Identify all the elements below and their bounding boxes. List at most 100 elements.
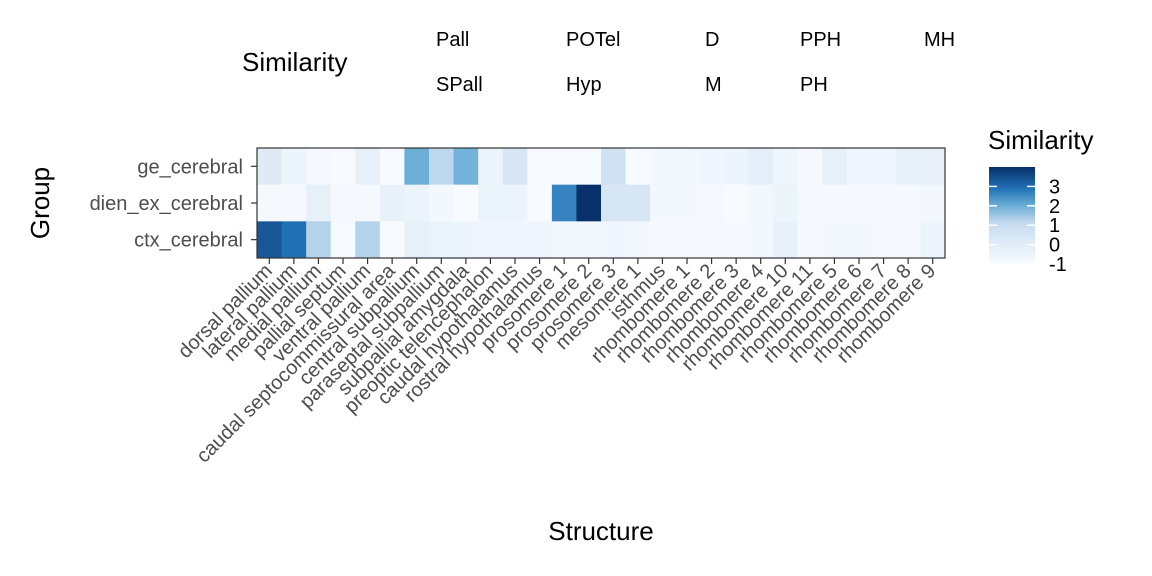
heatmap-cell [674, 148, 700, 186]
heatmap-cell [306, 221, 332, 259]
heatmap-cell [699, 221, 725, 259]
colorbar-tick-label: 3 [1049, 176, 1060, 198]
heatmap-cell [404, 148, 430, 186]
heatmap-cell [404, 221, 430, 259]
heatmap-cell [576, 184, 602, 222]
heatmap-cell [404, 184, 430, 222]
legend-label-hyp: Hyp [566, 74, 602, 96]
heatmap-cell [650, 221, 676, 259]
heatmap-cell [453, 184, 479, 222]
legend-label-spall: SPall [436, 74, 483, 96]
heatmap-cell [257, 148, 282, 186]
heatmap-cell [895, 148, 921, 186]
heatmap-cell [895, 184, 921, 222]
heatmap-cell [453, 148, 479, 186]
heatmap-cell [871, 148, 897, 186]
heatmap-cell [478, 148, 504, 186]
heatmap-cell [797, 184, 823, 222]
heatmap-cell [797, 148, 823, 186]
heatmap-cell [527, 148, 553, 186]
y-axis-ticks: ge_cerebral dien_ex_cerebral ctx_cerebral [90, 156, 257, 252]
heatmap-cell [281, 221, 307, 259]
heatmap-cell [502, 184, 528, 222]
heatmap-cell [699, 184, 725, 222]
heatmap-cell [650, 184, 676, 222]
heatmap-cell [306, 148, 332, 186]
heatmap-cell [920, 184, 946, 222]
heatmap-cell [601, 221, 626, 259]
heatmap-cell [502, 148, 528, 186]
heatmap-cell [257, 184, 282, 222]
heatmap-cell [650, 148, 676, 186]
legend-label-potel: POTel [566, 29, 620, 51]
heatmap-cell [797, 221, 823, 259]
y-tick-label: ge_cerebral [137, 156, 243, 178]
heatmap-cells [257, 148, 946, 259]
heatmap-cell [773, 148, 798, 186]
heatmap-cell [551, 184, 577, 222]
heatmap-cell [699, 148, 725, 186]
heatmap-cell [674, 221, 700, 259]
heatmap-cell [822, 184, 848, 222]
y-tick-label: ctx_cerebral [134, 230, 243, 252]
heatmap-cell [625, 184, 651, 222]
heatmap-cell [846, 184, 872, 222]
heatmap-cell [355, 221, 381, 259]
colorbar-title: Similarity [988, 125, 1093, 155]
heatmap-cell [748, 184, 774, 222]
heatmap-cell [281, 184, 307, 222]
heatmap-cell [846, 221, 872, 259]
heatmap-cell [625, 221, 651, 259]
y-tick-label: dien_ex_cerebral [90, 193, 243, 215]
heatmap-cell [822, 221, 848, 259]
heatmap-cell [846, 148, 872, 186]
x-axis-title: Structure [548, 516, 654, 546]
heatmap-cell [453, 221, 479, 259]
heatmap-cell [551, 148, 577, 186]
legend-label-m: M [705, 74, 722, 96]
heatmap-cell [429, 148, 454, 186]
heatmap-cell [527, 184, 553, 222]
heatmap-cell [306, 184, 332, 222]
colorbar-tick-label: -1 [1049, 254, 1067, 276]
heatmap-cell [601, 148, 626, 186]
heatmap-cell [355, 148, 381, 186]
colorbar-tick-label: 0 [1049, 235, 1060, 257]
heatmap-cell [576, 148, 602, 186]
top-legend-title: Similarity [242, 47, 347, 77]
heatmap-cell [920, 148, 946, 186]
heatmap-cell [601, 184, 626, 222]
heatmap-cell [330, 221, 356, 259]
heatmap-cell [429, 221, 454, 259]
heatmap-cell [379, 148, 405, 186]
heatmap-cell [625, 148, 651, 186]
heatmap-cell [379, 221, 405, 259]
y-axis-title: Group [25, 167, 55, 239]
heatmap-cell [257, 221, 282, 259]
heatmap-cell [551, 221, 577, 259]
legend-label-mh: MH [924, 29, 955, 51]
heatmap-cell [429, 184, 454, 222]
colorbar-tick-label: 1 [1049, 215, 1060, 237]
legend-label-d: D [705, 29, 719, 51]
heatmap-cell [871, 221, 897, 259]
heatmap-cell [355, 184, 381, 222]
heatmap-cell [895, 221, 921, 259]
heatmap-cell [502, 221, 528, 259]
heatmap-cell [379, 184, 405, 222]
heatmap-cell [478, 221, 504, 259]
heatmap-cell [773, 221, 798, 259]
heatmap-cell [281, 148, 307, 186]
top-legend: Similarity Pall POTel D PPH MH SPall Hyp… [242, 29, 955, 96]
heatmap-cell [527, 221, 553, 259]
legend-label-pph: PPH [800, 29, 841, 51]
heatmap-cell [330, 184, 356, 222]
heatmap-cell [723, 148, 749, 186]
legend-label-ph: PH [800, 74, 828, 96]
heatmap-cell [330, 148, 356, 186]
heatmap-cell [748, 221, 774, 259]
heatmap-cell [478, 184, 504, 222]
